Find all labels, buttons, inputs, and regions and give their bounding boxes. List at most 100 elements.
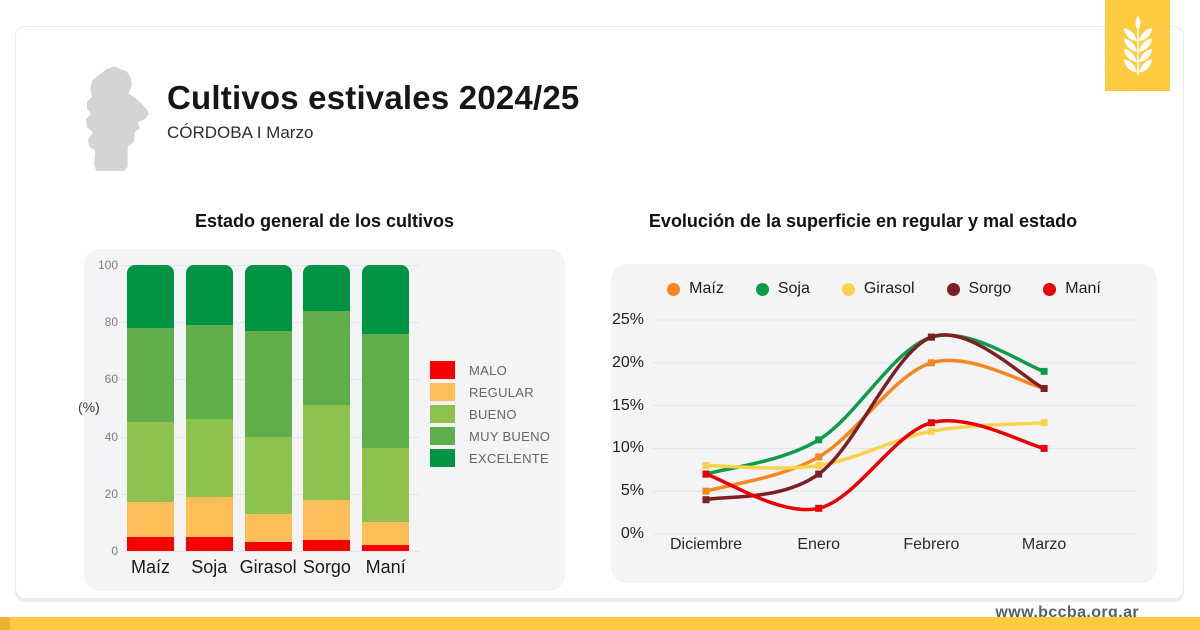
main-card: Cultivos estivales 2024/25 CÓRDOBA I Mar… — [15, 26, 1184, 621]
bar-3 — [303, 265, 351, 551]
legend-swatch — [430, 383, 455, 401]
bar-gridline — [122, 551, 420, 552]
bar-1 — [185, 265, 233, 551]
line-ytick-label: 5% — [620, 482, 644, 500]
series-line-sorgo — [704, 333, 1046, 502]
legend-item-sorgo: Sorgo — [946, 280, 1012, 298]
legend-label: MUY BUENO — [469, 428, 551, 444]
bar-segment-excelente — [303, 265, 351, 311]
data-point-marker — [702, 470, 710, 478]
bar-ytick-label: 40 — [104, 429, 118, 444]
bar-segment-bueno — [185, 419, 233, 497]
bar-segment-bueno — [362, 448, 410, 523]
bar-ytick-label: 0 — [111, 544, 118, 558]
data-point-marker — [1040, 444, 1048, 452]
bar-segment-excelente — [244, 265, 292, 331]
data-point-marker — [1040, 419, 1048, 427]
legend-swatch — [430, 427, 455, 445]
bar-segment-bueno — [244, 436, 292, 514]
legend-label: Girasol — [863, 280, 915, 297]
legend-dot — [667, 282, 681, 296]
wheat-icon — [1123, 15, 1152, 75]
bar-segment-regular — [185, 496, 233, 537]
legend-label: Soja — [777, 280, 810, 297]
data-point-marker — [702, 462, 710, 470]
legend-dot — [946, 282, 960, 296]
bar-segment-muy-bueno — [127, 327, 174, 423]
legend-item-malo: MALO — [430, 361, 550, 379]
bottom-accent-bar — [0, 617, 1200, 630]
bar-ytick-label: 60 — [104, 372, 118, 387]
bar-segment-malo — [127, 536, 174, 551]
legend-dot — [841, 282, 855, 296]
series-line-maní — [704, 419, 1046, 512]
data-point-marker — [1040, 367, 1048, 375]
bar-segment-bueno — [127, 422, 174, 503]
cordoba-map-icon — [86, 66, 149, 171]
bar-segment-malo — [303, 539, 351, 551]
legend-swatch — [430, 361, 455, 379]
bar-segment-regular — [244, 513, 292, 543]
legend-item-excelente: EXCELENTE — [430, 449, 550, 467]
data-point-marker — [815, 462, 823, 470]
bar-chart-panel: 0 20 40 60 80 100 (%) Maíz Soja Girasol Sorgo Maní M… — [78, 249, 565, 591]
line-ytick-label: 15% — [611, 396, 644, 414]
bar-segment-malo — [244, 542, 292, 551]
line-ytick-label: 25% — [611, 311, 644, 328]
page-subtitle: CÓRDOBA I Marzo — [167, 123, 314, 142]
bar-category-label: Maní — [365, 557, 406, 577]
bar-segment-regular — [127, 502, 174, 537]
line-ytick-label: 0% — [620, 525, 644, 542]
data-point-marker — [815, 470, 823, 478]
data-point-marker — [815, 504, 823, 512]
bar-segment-regular — [362, 522, 410, 546]
legend-item-maíz: Maíz — [667, 280, 724, 298]
data-point-marker — [927, 427, 935, 435]
bar-4 — [362, 265, 410, 551]
legend-dot — [1043, 282, 1057, 296]
bar-segment-excelente — [362, 265, 410, 334]
bar-segment-muy-bueno — [362, 333, 410, 449]
bar-ytick-label: 80 — [104, 315, 118, 330]
line-chart-legend: Maíz Soja Girasol Sorgo Maní — [611, 280, 1157, 298]
bar-ytick-label: 100 — [97, 258, 118, 272]
bar-segment-malo — [362, 545, 410, 551]
legend-label: Sorgo — [968, 280, 1012, 297]
bar-segment-excelente — [185, 265, 233, 326]
legend-dot — [755, 282, 769, 296]
bar-chart-title: Estado general de los cultivos — [194, 211, 455, 231]
bar-chart-legend: MALO REGULAR BUENO MUY BUENO EXCELENTE — [430, 361, 550, 471]
data-point-marker — [927, 333, 935, 341]
line-ytick-label: 10% — [611, 439, 644, 457]
bar-category-label: Soja — [191, 557, 228, 577]
legend-label: Maní — [1065, 280, 1101, 297]
data-point-marker — [927, 359, 935, 367]
bar-segment-bueno — [303, 405, 351, 500]
bar-category-label: Maíz — [130, 557, 170, 577]
legend-label: REGULAR — [469, 384, 534, 400]
bar-category-label: Girasol — [239, 557, 297, 577]
legend-item-regular: REGULAR — [430, 383, 550, 401]
brand-corner-badge — [1105, 0, 1170, 91]
bottom-accent-chip — [0, 617, 10, 630]
legend-item-maní: Maní — [1043, 280, 1101, 298]
bar-segment-regular — [303, 499, 351, 540]
data-point-marker — [702, 496, 710, 504]
legend-item-soja: Soja — [755, 280, 810, 298]
bar-category-label: Sorgo — [302, 557, 351, 577]
bar-ytick-label: 20 — [104, 486, 118, 501]
line-x-label: Marzo — [1021, 536, 1067, 553]
legend-item-muy-bueno: MUY BUENO — [430, 427, 550, 445]
legend-label: BUENO — [469, 406, 517, 422]
data-point-marker — [1040, 384, 1048, 392]
bar-segment-muy-bueno — [244, 330, 292, 437]
legend-item-girasol: Girasol — [841, 280, 915, 298]
bar-0 — [127, 265, 174, 551]
bar-segment-muy-bueno — [185, 325, 233, 420]
data-point-marker — [927, 419, 935, 427]
data-point-marker — [815, 436, 823, 444]
legend-label: Maíz — [689, 280, 724, 297]
bar-y-axis-label: (%) — [78, 399, 100, 415]
series-line-maíz — [704, 358, 1046, 493]
